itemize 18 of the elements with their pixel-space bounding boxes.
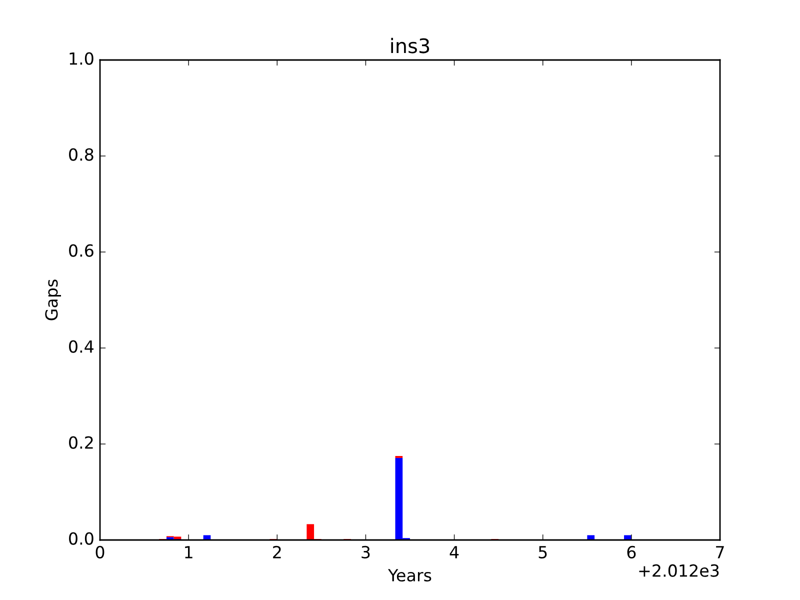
y-axis-title: Gaps xyxy=(45,280,61,320)
y-tick-label: 0.4 xyxy=(69,340,94,353)
x-tick-label: 6 xyxy=(627,546,636,558)
x-tick-label: 4 xyxy=(450,546,459,558)
y-tick-label: 0.0 xyxy=(69,532,94,545)
x-axis-title: Years xyxy=(388,569,432,582)
y-tick-label: 1.0 xyxy=(70,52,94,65)
y-tick-label: 0.2 xyxy=(69,436,93,449)
x-tick-label: 5 xyxy=(538,546,547,558)
y-tick-label: 0.8 xyxy=(69,148,94,161)
x-tick-label: 7 xyxy=(716,546,724,558)
x-tick-label: 3 xyxy=(362,546,370,558)
x-tick-label: 1 xyxy=(185,546,192,558)
x-tick-label: 0 xyxy=(96,546,104,558)
y-tick-label: 0.6 xyxy=(69,244,94,257)
chart-title: ins3 xyxy=(391,38,430,54)
text: +2.012e3 xyxy=(639,564,719,577)
x-tick-label: 2 xyxy=(273,546,281,558)
